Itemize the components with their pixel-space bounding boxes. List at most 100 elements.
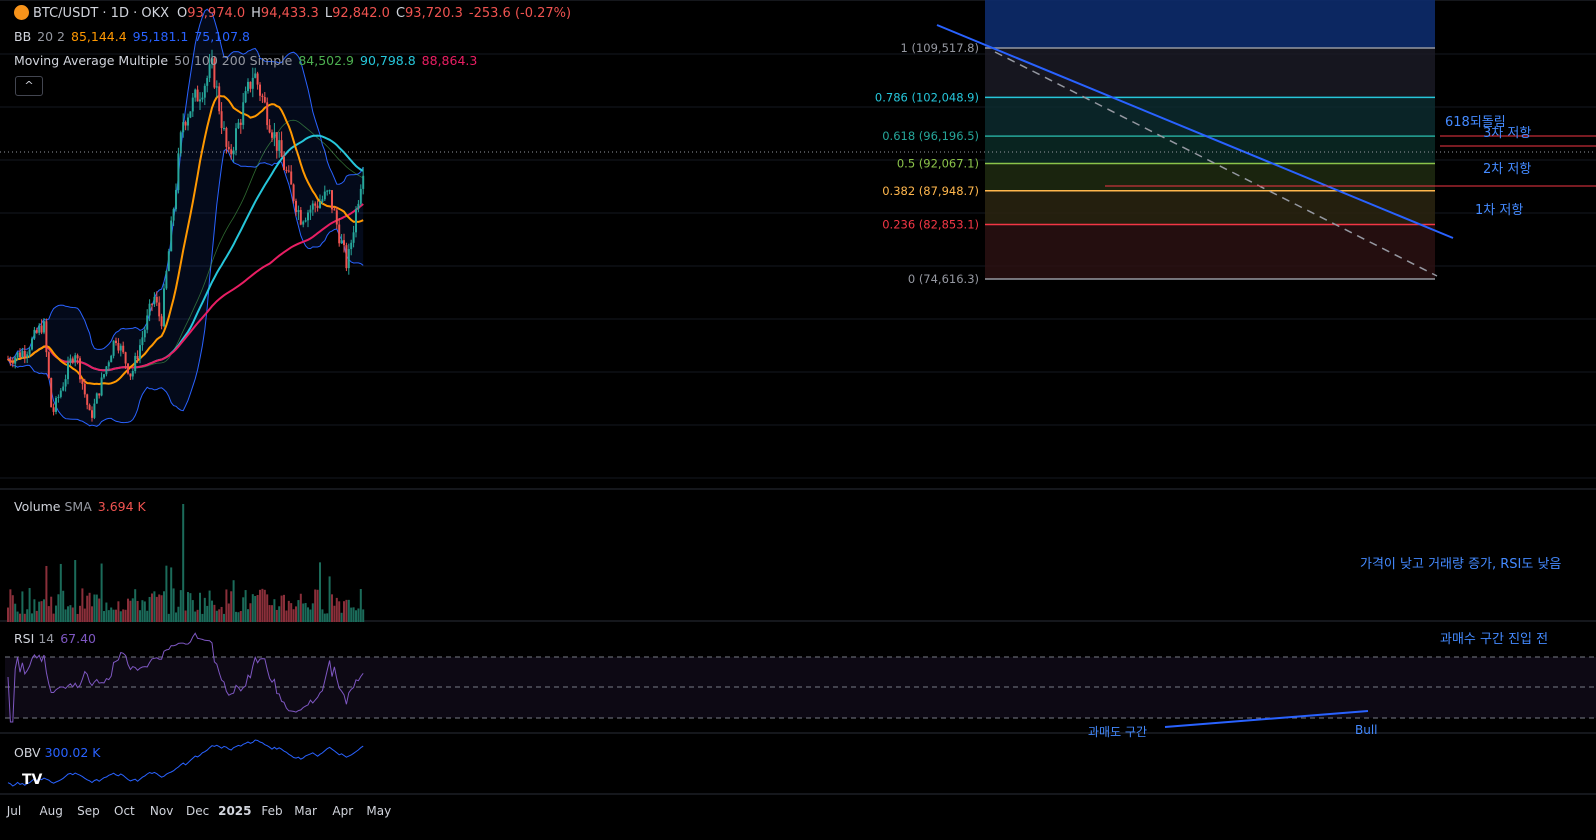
candle-body [350, 242, 353, 250]
collapse-legend-button[interactable]: ^ [15, 76, 43, 96]
fib-level-label: 0.5 (92,067.1) [897, 156, 979, 170]
rsi-legend[interactable]: RSI 14 67.40 [14, 631, 102, 647]
volume-bar [304, 603, 307, 622]
volume-bar [239, 611, 242, 622]
volume-bar [172, 588, 175, 622]
symbol-title: BTC/USDT · 1D · OKX [33, 6, 170, 21]
candle-body [95, 393, 98, 404]
ohlc-high-label: H [251, 6, 261, 21]
candle-body [235, 128, 237, 151]
candle-body [33, 329, 36, 339]
candle-body [177, 153, 180, 190]
ma-200-line [7, 203, 364, 372]
downtrend-line [936, 24, 1454, 239]
fib-zone [985, 163, 1435, 191]
candle-body [59, 390, 62, 397]
volume-bar [179, 590, 182, 622]
candle-body [271, 132, 273, 138]
candle-body [208, 64, 211, 79]
candle-body [268, 125, 271, 133]
volume-bar [134, 589, 137, 622]
bb-upper: 95,181.1 [132, 29, 189, 44]
coin-icon [14, 5, 29, 20]
candle-body [247, 81, 249, 92]
volume-bar [261, 588, 264, 622]
volume-bar [223, 613, 225, 622]
candle-body [319, 201, 321, 208]
fib-zone [985, 224, 1435, 279]
volume-bar [62, 590, 65, 622]
volume-bar [28, 588, 31, 622]
volume-bar [189, 593, 192, 622]
ohlc-high: 94,433.3 [260, 6, 319, 21]
candle-body [256, 73, 259, 85]
volume-bar [93, 594, 96, 622]
rsi-name: RSI [14, 631, 35, 646]
volume-bar [316, 589, 319, 622]
candle-body [285, 169, 288, 171]
candle-body [38, 325, 41, 333]
candle-body [76, 355, 79, 359]
candle-body [62, 386, 65, 391]
volume-bar [98, 598, 101, 622]
fib-level-label: 0.236 (82,853.1) [882, 217, 979, 231]
volume-bar [167, 613, 170, 622]
ma-legend[interactable]: Moving Average Multiple 50 100 200 Simple… [14, 53, 483, 69]
volume-bar [19, 613, 21, 622]
volume-bar [57, 594, 60, 622]
volume-bar [21, 591, 24, 622]
volume-bar [81, 588, 84, 622]
volume-bar [182, 504, 185, 622]
volume-sma-label: SMA [64, 499, 92, 514]
x-axis-tick-label: Nov [150, 804, 173, 818]
volume-bar [235, 611, 237, 622]
fib-zone [985, 190, 1435, 225]
x-axis-tick-label: May [366, 804, 391, 818]
candle-body [19, 352, 21, 358]
annotation-volume: 가격이 낮고 거래량 증가, RSI도 낮음 [1360, 557, 1561, 572]
volume-bar [285, 610, 288, 622]
candle-body [227, 146, 230, 150]
candle-body [302, 221, 305, 225]
volume-bar [26, 609, 29, 622]
candle-body [103, 374, 105, 378]
candle-body [129, 373, 132, 377]
candle-body [100, 377, 103, 396]
bollinger-upper-line [7, 8, 364, 360]
candle-body [254, 73, 257, 78]
volume-bar [314, 589, 317, 622]
obv-legend[interactable]: OBV 300.02 K [14, 745, 107, 761]
annotation-fib618: 618되돌림 [1445, 115, 1506, 130]
fib-zone [985, 48, 1435, 98]
volume-legend[interactable]: Volume SMA 3.694 K [14, 499, 152, 515]
volume-bar [127, 598, 129, 622]
candle-body [278, 140, 281, 151]
candle-body [47, 352, 50, 379]
volume-bar [203, 597, 206, 622]
volume-bar [266, 594, 269, 622]
candle-body [343, 240, 345, 246]
candle-body [340, 240, 343, 244]
annotation-resistance-1: 1차 저항 [1475, 203, 1523, 218]
candle-body [359, 188, 362, 204]
candle-body [357, 203, 360, 210]
candle-body [43, 321, 45, 333]
bb-name: BB [14, 29, 32, 44]
candle-body [355, 209, 357, 233]
volume-bar [256, 594, 259, 622]
x-axis-tick-label: Mar [294, 804, 317, 818]
candle-body [170, 220, 173, 252]
bb-legend[interactable]: BB 20 2 85,144.4 95,181.1 75,107.8 [14, 29, 256, 45]
candle-body [196, 89, 199, 102]
candle-body [331, 190, 333, 210]
volume-bar [14, 603, 17, 622]
volume-bar [290, 603, 293, 622]
candle-body [45, 321, 48, 353]
candle-body [93, 403, 96, 418]
candle-body [115, 340, 117, 344]
candle-body [143, 329, 146, 338]
volume-bar [31, 613, 33, 622]
volume-bar [175, 612, 177, 622]
volume-bar [251, 594, 254, 622]
